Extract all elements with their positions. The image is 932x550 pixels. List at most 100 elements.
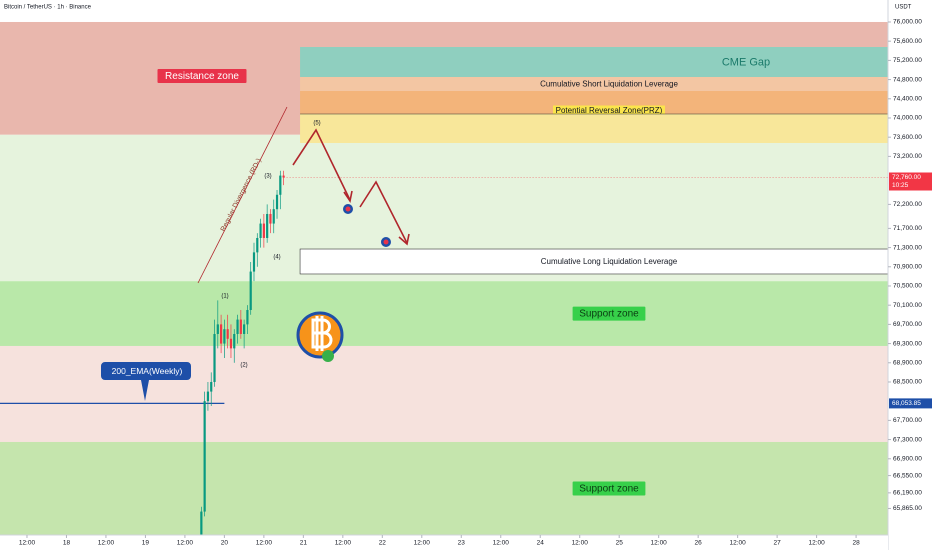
y-tick-label: 68,500.00 <box>893 379 922 386</box>
x-tick-label: 12:00 <box>493 540 510 547</box>
x-tick-label: 12:00 <box>808 540 825 547</box>
y-tick-label: 71,300.00 <box>893 244 922 251</box>
annotation: (4) <box>273 255 280 261</box>
candle-body <box>272 209 275 224</box>
box-label: CME Gap <box>722 56 770 68</box>
y-tick-label: 67,700.00 <box>893 417 922 424</box>
x-tick-label: 12:00 <box>730 540 747 547</box>
y-tick-label: 66,550.00 <box>893 472 922 479</box>
x-tick-label: 23 <box>458 540 466 547</box>
candle-body <box>243 324 246 334</box>
x-tick-label: 20 <box>221 540 229 547</box>
x-tick-label: 28 <box>852 540 860 547</box>
box <box>300 91 888 114</box>
annotation: (5) <box>313 121 320 127</box>
candle-body <box>246 309 249 325</box>
logo-leaf <box>322 350 334 362</box>
y-tick-label: 69,300.00 <box>893 340 922 347</box>
y-tick-label: 65,865.00 <box>893 505 922 512</box>
candle-body <box>279 175 282 195</box>
target <box>345 206 351 212</box>
zone-label: Support zone <box>579 309 639 320</box>
y-tick-label: 75,600.00 <box>893 38 922 45</box>
box-label: Potential Reversal Zone(PRZ) <box>556 106 663 115</box>
candle-body <box>206 391 210 402</box>
y-tick-label: 70,500.00 <box>893 283 922 290</box>
logo-circle <box>296 311 344 359</box>
annotation: (3) <box>264 174 271 180</box>
y-tick-label: 67,300.00 <box>893 436 922 443</box>
box-label: Cumulative Short Liquidation Leverage <box>540 80 678 89</box>
projection-line <box>292 128 351 201</box>
candle-body <box>226 329 229 339</box>
arrow-head <box>398 233 410 246</box>
x-tick-label: 26 <box>695 540 703 547</box>
y-tick-label: 66,190.00 <box>893 490 922 497</box>
candle-body <box>200 511 203 536</box>
y-tick-label: 73,200.00 <box>893 153 922 160</box>
zone <box>0 441 888 535</box>
candle-body <box>262 223 265 238</box>
x-tick-label: 27 <box>774 540 782 547</box>
zones: Resistance zone Support zone Support zone <box>0 21 888 535</box>
y-tick-label: 72,200.00 <box>893 201 922 208</box>
candle-body <box>223 329 226 344</box>
currency: USDT <box>895 5 912 11</box>
x-tick-label: 12:00 <box>19 540 36 547</box>
logo-glyph <box>311 316 333 351</box>
divergence-line <box>197 106 288 284</box>
y-tick-label: 71,700.00 <box>893 225 922 232</box>
candle-body <box>269 213 272 224</box>
candle-body <box>256 237 259 253</box>
y-tick-label: 68,900.00 <box>893 359 922 366</box>
candle-body <box>266 213 269 238</box>
x-tick-label: 21 <box>300 540 308 547</box>
candle-body <box>239 319 242 334</box>
y-tick-label: 73,600.00 <box>893 134 922 141</box>
y-tick-label: 66,900.00 <box>893 455 922 462</box>
x-tick-label: 24 <box>537 540 545 547</box>
projection-line <box>359 180 408 244</box>
ema-callout <box>101 362 191 401</box>
x-tick-label: 12:00 <box>335 540 352 547</box>
x-tick-label: 19 <box>142 540 150 547</box>
target-icon <box>381 237 391 247</box>
box <box>299 248 889 275</box>
arrow-head <box>343 190 353 204</box>
candle-body <box>236 319 239 334</box>
ema-label: 200_EMA(Weekly) <box>112 366 183 376</box>
y-tick-label: 70,900.00 <box>893 263 922 270</box>
candle-body <box>203 401 206 512</box>
projection-path <box>292 128 410 246</box>
y-tick-label: 74,800.00 <box>893 76 922 83</box>
zone <box>0 345 888 442</box>
box-label-bg <box>553 105 665 117</box>
candle-body <box>259 223 262 238</box>
x-tick-label: 25 <box>616 540 624 547</box>
x-tick-label: 18 <box>63 540 71 547</box>
last-price-bg <box>889 172 932 191</box>
zone-label-bg <box>572 481 646 496</box>
candle-body <box>282 175 285 178</box>
zone-label-bg <box>572 306 646 321</box>
y-tick-label: 74,000.00 <box>893 115 922 122</box>
x-tick-label: 12:00 <box>572 540 589 547</box>
price-axis-bg <box>888 0 932 550</box>
x-tick-label: 12:00 <box>651 540 668 547</box>
candle-body <box>249 271 252 310</box>
y-tick-label: 76,000.00 <box>893 19 922 26</box>
box <box>300 46 888 77</box>
zone <box>0 281 888 346</box>
x-tick-label: 12:00 <box>98 540 115 547</box>
countdown: 10:25 <box>892 182 909 189</box>
candle-body <box>252 252 256 272</box>
annotation: (2) <box>240 363 247 369</box>
y-tick-label: 70,100.00 <box>893 302 922 309</box>
box <box>300 76 888 92</box>
x-tick-label: 22 <box>379 540 387 547</box>
zone-label: Support zone <box>579 484 639 495</box>
last-price-label: 72,760.00 <box>892 174 921 181</box>
y-tick-label: 75,200.00 <box>893 57 922 64</box>
